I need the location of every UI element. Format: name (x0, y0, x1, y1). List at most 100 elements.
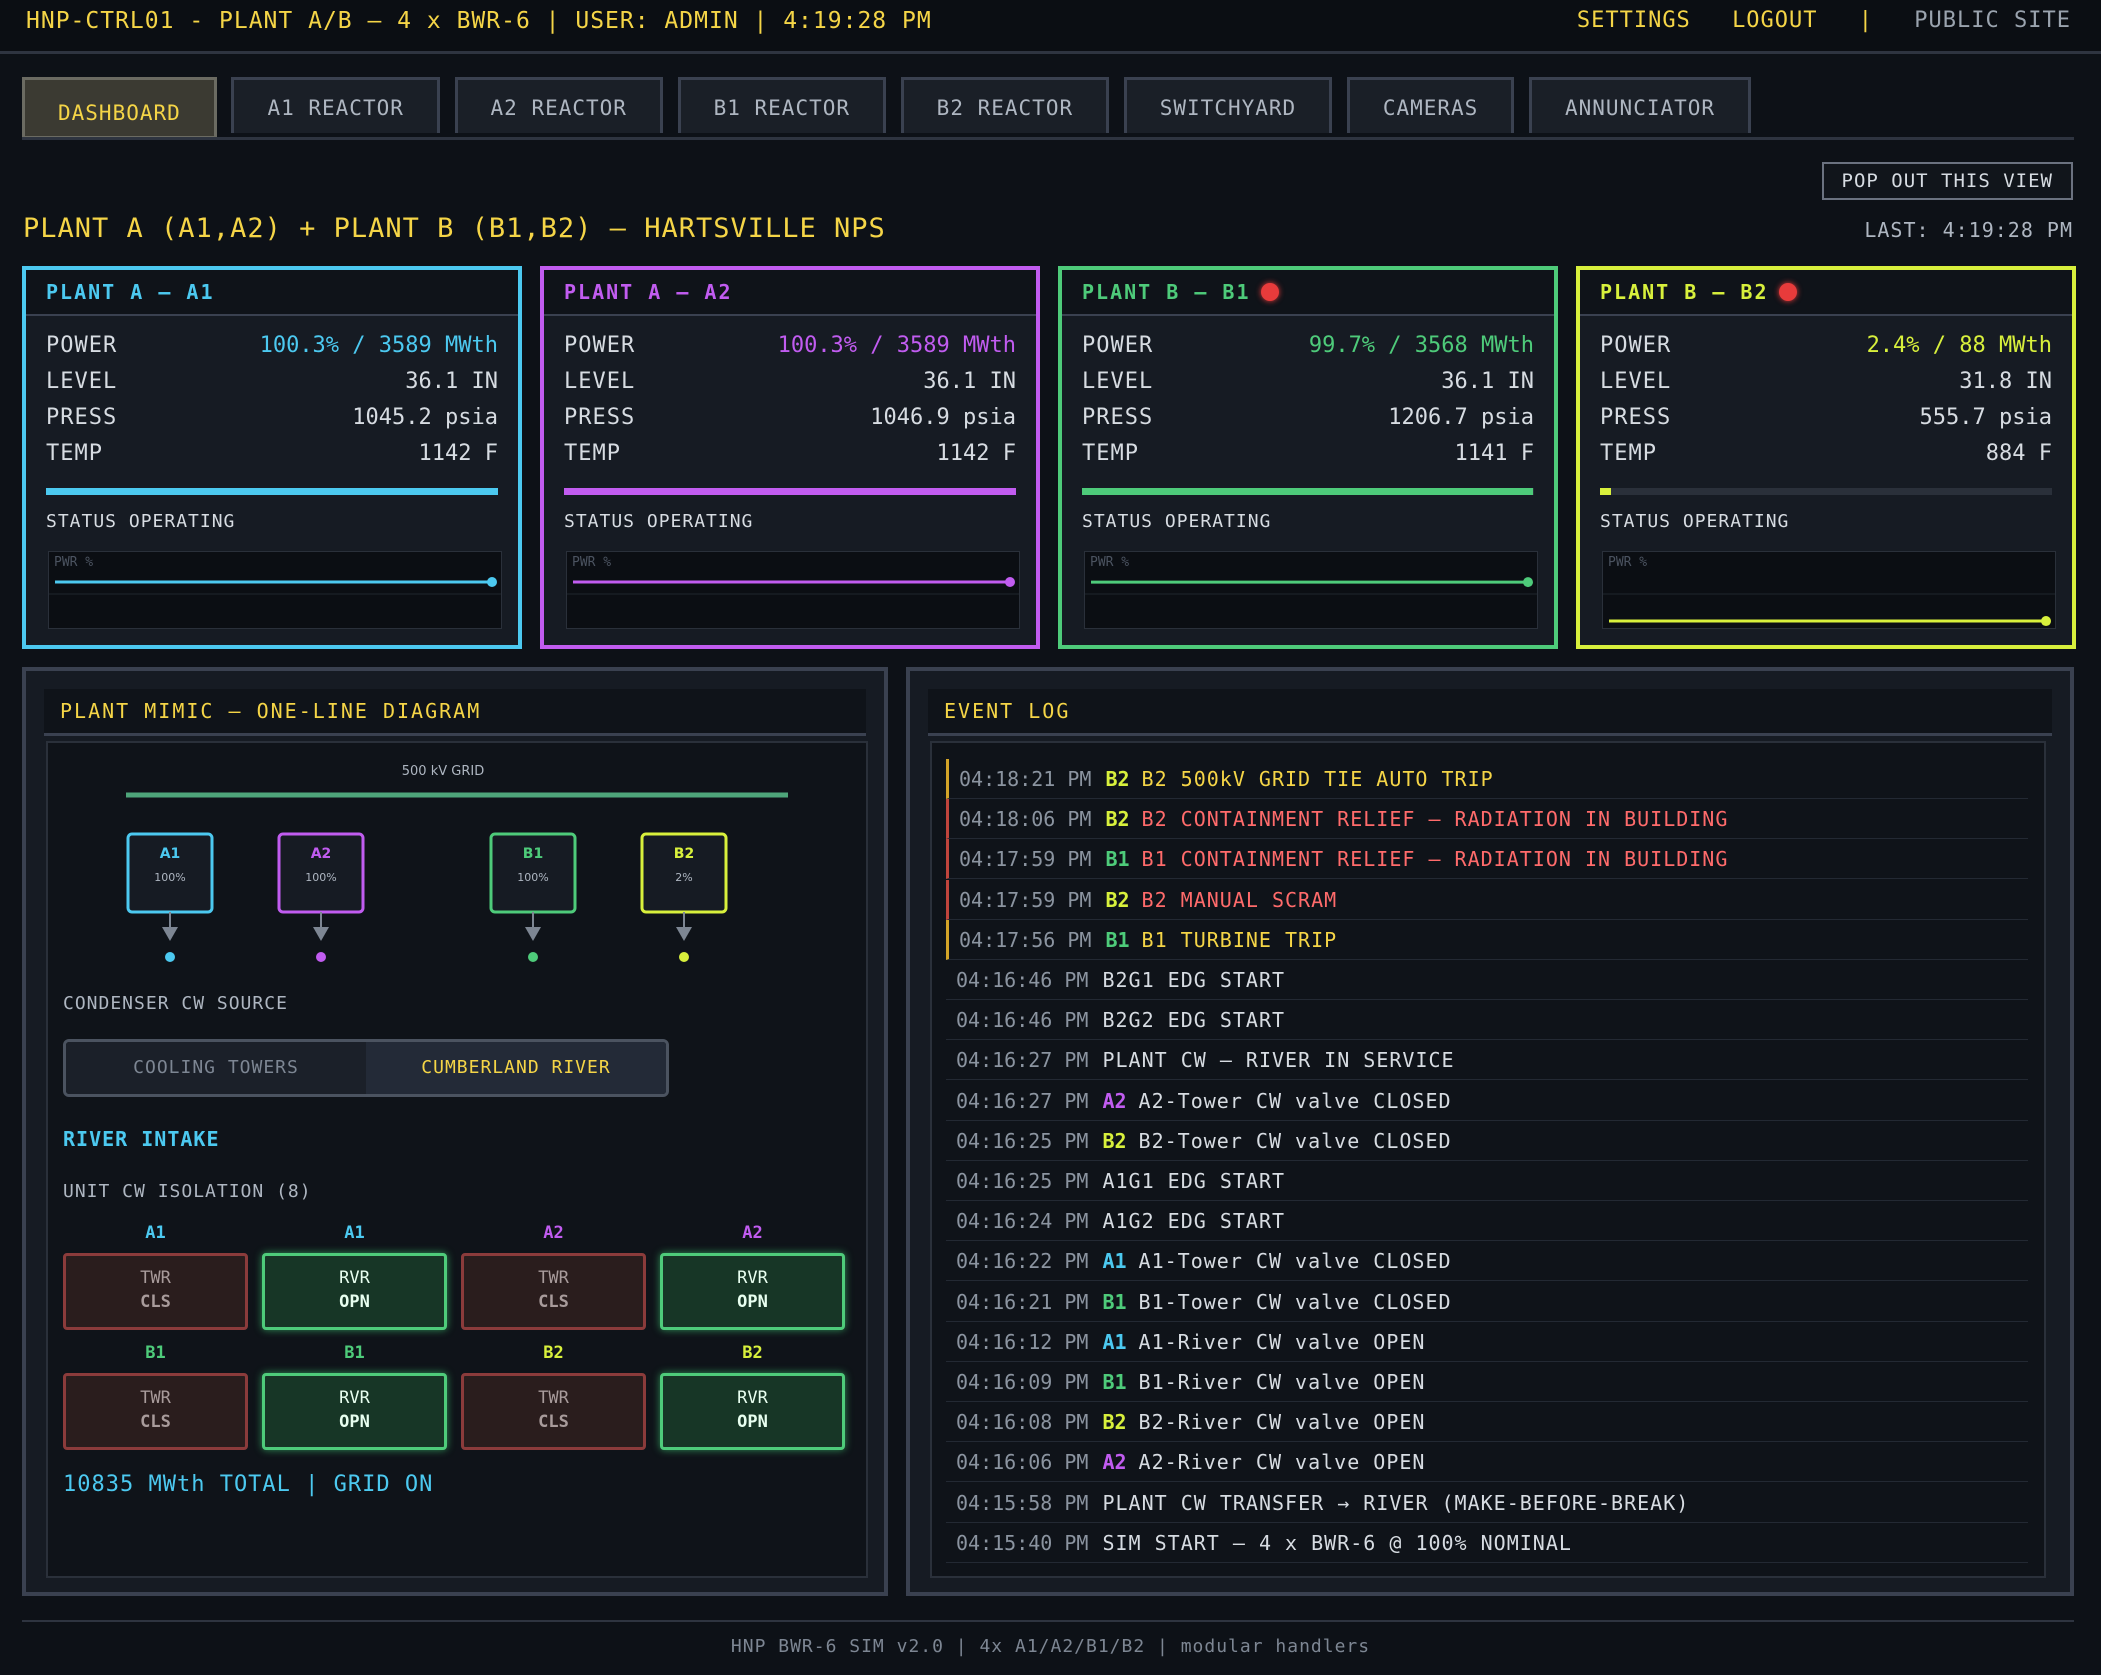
event-message: B1 TURBINE TRIP (1141, 927, 1338, 952)
event-time: 04:16:25 PM (956, 1128, 1089, 1153)
event-row: 04:16:27 PM A2 A2-Tower CW valve CLOSED (946, 1081, 2028, 1121)
event-time: 04:15:58 PM (956, 1490, 1089, 1515)
sparkline-label: PWR % (1608, 555, 1648, 570)
level-label: LEVEL (46, 369, 118, 394)
sparkline-label: PWR % (1090, 555, 1130, 570)
valve-button[interactable]: TWR CLS (461, 1373, 646, 1450)
event-message: B2-Tower CW valve CLOSED (1138, 1128, 1452, 1153)
valve-type: TWR (140, 1268, 171, 1288)
tab-cameras[interactable]: CAMERAS (1346, 77, 1515, 133)
tab-annunciator[interactable]: ANNUNCIATOR (1528, 77, 1752, 133)
unit-card-b2[interactable]: PLANT B — B2 POWER 2.4% / 88 MWth LEVEL 31… (1576, 266, 2076, 649)
power-row: POWER 100.3% / 3589 MWth (564, 328, 1016, 364)
press-value: 555.7 psia (1919, 405, 2052, 430)
mimic-panel: PLANT MIMIC — ONE-LINE DIAGRAM 500 kV GR… (22, 667, 888, 1596)
cw-valve-b1-twr: B1 TWR CLS (63, 1343, 248, 1450)
power-row: POWER 99.7% / 3568 MWth (1082, 328, 1534, 364)
press-value: 1045.2 psia (352, 405, 498, 430)
valve-state: CLS (140, 1412, 171, 1432)
unit-card-title: PLANT B — B2 (1580, 270, 2072, 316)
pop-out-button[interactable]: POP OUT THIS VIEW (1821, 162, 2073, 200)
power-label: POWER (564, 333, 636, 358)
event-row: 04:16:22 PM A1 A1-Tower CW valve CLOSED (946, 1241, 2028, 1282)
valve-state: OPN (339, 1292, 370, 1312)
level-label: LEVEL (1082, 369, 1154, 394)
valve-button[interactable]: RVR OPN (262, 1253, 447, 1330)
unit-card-a1[interactable]: PLANT A — A1 POWER 100.3% / 3589 MWth LEV… (22, 266, 522, 649)
power-sparkline: PWR % (1602, 551, 2056, 629)
valve-button[interactable]: RVR OPN (660, 1373, 845, 1450)
valve-button[interactable]: TWR CLS (63, 1253, 248, 1330)
sparkline-svg (1603, 593, 2055, 627)
tab-b2-reactor[interactable]: B2 REACTOR (900, 77, 1110, 133)
power-sparkline: PWR % (48, 551, 502, 629)
event-unit: A2 (1102, 1088, 1127, 1113)
valve-button[interactable]: TWR CLS (461, 1253, 646, 1330)
valve-state: CLS (538, 1292, 569, 1312)
valve-button[interactable]: RVR OPN (262, 1373, 447, 1450)
status-text: STATUS OPERATING (1600, 511, 1790, 532)
valve-unit-label: B1 (145, 1343, 166, 1363)
temp-label: TEMP (564, 441, 621, 466)
logout-link[interactable]: LOGOUT (1732, 8, 1818, 33)
unit-title-text: PLANT A — A1 (46, 280, 215, 304)
temp-row: TEMP 1141 F (1082, 436, 1534, 472)
temp-label: TEMP (46, 441, 103, 466)
event-unit: B2 (1102, 1128, 1127, 1153)
event-row: 04:16:12 PM A1 A1-River CW valve OPEN (946, 1322, 2028, 1362)
event-time: 04:16:46 PM (956, 968, 1089, 992)
tab-a2-reactor[interactable]: A2 REACTOR (454, 77, 663, 133)
tab-a1-reactor[interactable]: A1 REACTOR (231, 77, 440, 133)
event-unit: B1 (1102, 1289, 1127, 1314)
temp-label: TEMP (1082, 441, 1139, 466)
output-node (677, 950, 691, 964)
valve-type: RVR (737, 1388, 768, 1408)
tab-dashboard[interactable]: DASHBOARD (22, 77, 217, 139)
river-intake-label: RIVER INTAKE (63, 1127, 220, 1151)
unit-title-text: PLANT A — A2 (564, 280, 733, 304)
reactor-box-pct: 100% (517, 871, 548, 884)
valve-button[interactable]: RVR OPN (660, 1253, 845, 1330)
event-log-list[interactable]: 04:18:21 PM B2 B2 500kV GRID TIE AUTO TRIP… (930, 741, 2046, 1578)
event-row: 04:18:06 PM B2 B2 CONTAINMENT RELIEF — RAD… (946, 799, 2028, 840)
press-value: 1046.9 psia (870, 405, 1016, 430)
event-row: 04:16:46 PM B2G2 EDG START (946, 1000, 2028, 1041)
grid-label: 500 kV GRID (402, 764, 484, 779)
power-bar (1082, 488, 1534, 495)
level-row: LEVEL 31.8 IN (1600, 364, 2052, 400)
event-time: 04:17:56 PM (959, 927, 1092, 952)
alarm-indicator-icon (1778, 283, 1797, 301)
sparkline-label: PWR % (54, 555, 94, 570)
sparkline-svg (567, 577, 1019, 595)
event-message: B2 CONTAINMENT RELIEF — RADIATION IN BUI… (1141, 807, 1729, 832)
public-site-link[interactable]: PUBLIC SITE (1914, 8, 2071, 33)
cw-valve-b1-rvr: B1 RVR OPN (262, 1343, 447, 1450)
unit-card-b1[interactable]: PLANT B — B1 POWER 99.7% / 3568 MWth LEVE… (1058, 266, 1558, 649)
temp-value: 1142 F (936, 441, 1016, 466)
event-message: PLANT CW — RIVER IN SERVICE (1102, 1048, 1455, 1073)
event-time: 04:16:27 PM (956, 1088, 1089, 1113)
event-unit: B1 (1105, 927, 1130, 952)
unit-card-title: PLANT B — B1 (1062, 270, 1554, 316)
event-message: B1 CONTAINMENT RELIEF — RADIATION IN BUI… (1141, 847, 1729, 872)
status-text: STATUS OPERATING (1082, 511, 1272, 532)
event-time: 04:16:08 PM (956, 1410, 1089, 1435)
settings-link[interactable]: SETTINGS (1576, 8, 1691, 33)
cooling-towers-option[interactable]: COOLING TOWERS (66, 1042, 366, 1094)
event-log-title: EVENT LOG (928, 689, 2052, 736)
event-time: 04:16:27 PM (956, 1048, 1089, 1073)
event-unit: A1 (1102, 1249, 1127, 1274)
press-row: PRESS 1206.7 psia (1082, 400, 1534, 436)
event-time: 04:15:40 PM (956, 1530, 1089, 1555)
valve-type: RVR (737, 1268, 768, 1288)
valve-button[interactable]: TWR CLS (63, 1373, 248, 1450)
valve-unit-label: A2 (742, 1223, 763, 1243)
tab-switchyard[interactable]: SWITCHYARD (1123, 77, 1333, 133)
reactor-box-pct: 100% (305, 871, 336, 884)
level-row: LEVEL 36.1 IN (1082, 364, 1534, 400)
page-title: PLANT A (A1,A2) + PLANT B (B1,B2) — HART… (23, 213, 886, 244)
reactor-box-pct: 100% (154, 871, 185, 884)
unit-card-a2[interactable]: PLANT A — A2 POWER 100.3% / 3589 MWth LEV… (540, 266, 1040, 649)
cumberland-river-option[interactable]: CUMBERLAND RIVER (366, 1042, 666, 1094)
tab-b1-reactor[interactable]: B1 REACTOR (677, 77, 887, 133)
